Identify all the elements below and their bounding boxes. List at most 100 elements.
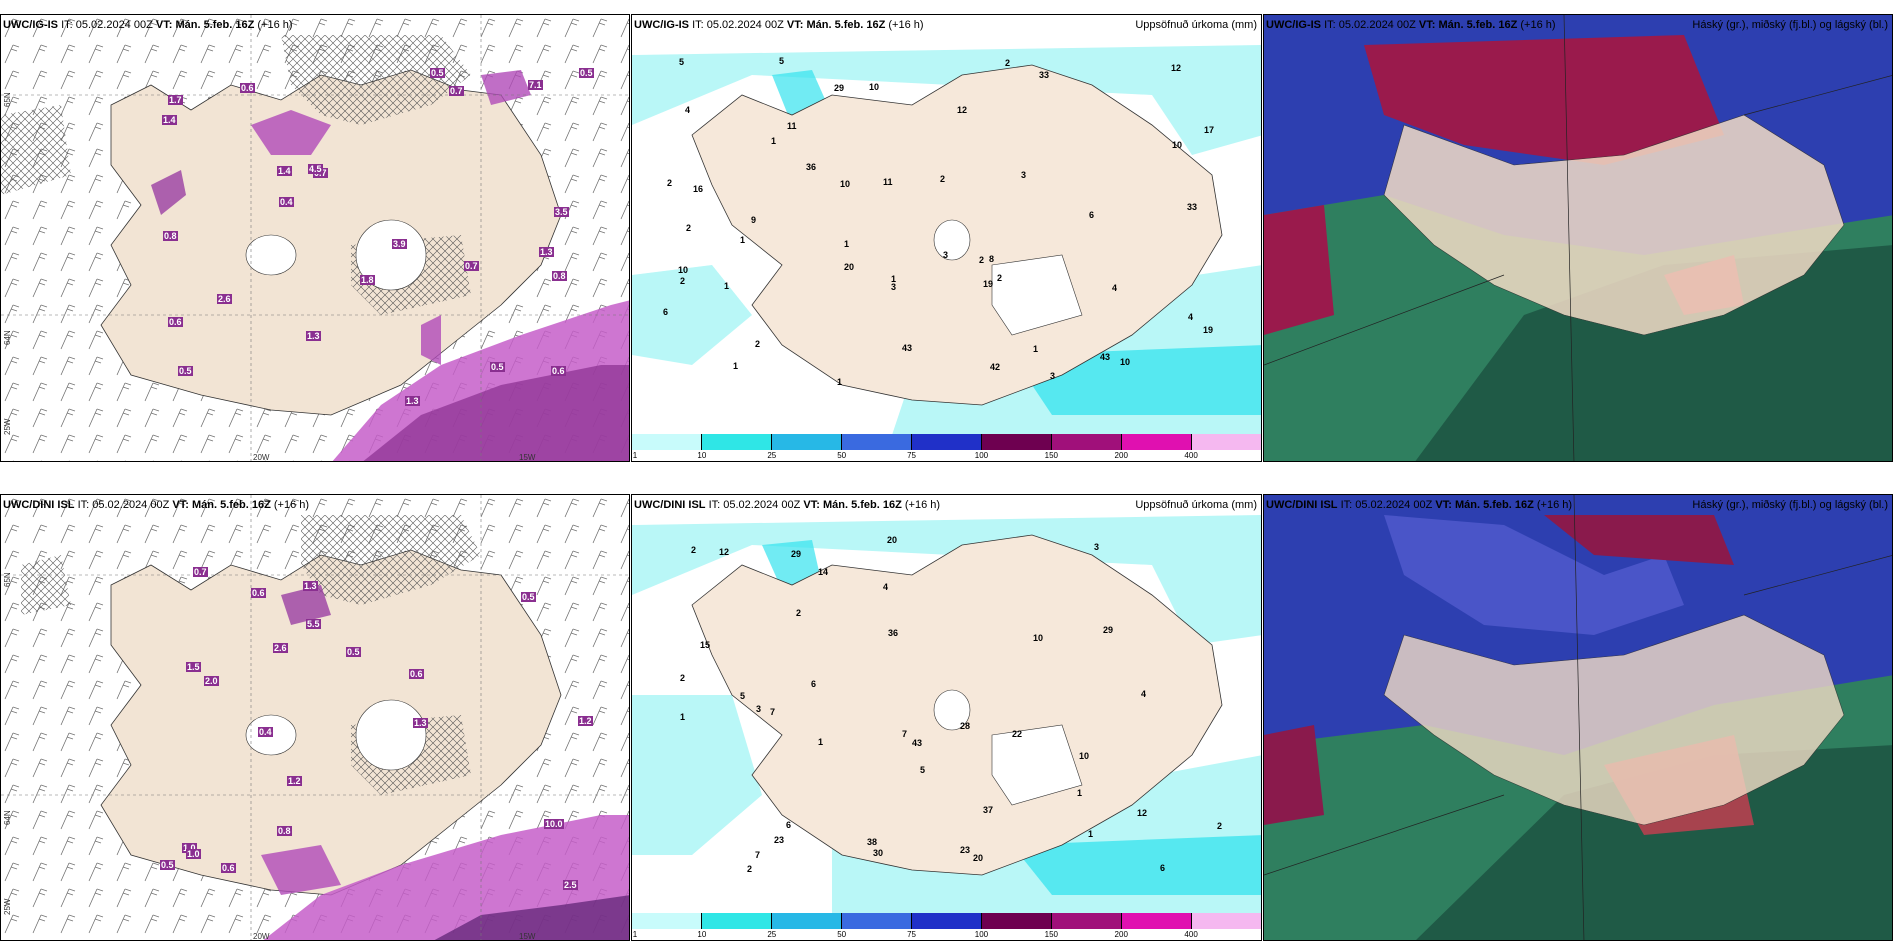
precip-value: 22 [1012, 729, 1023, 739]
precip-value: 3 [756, 704, 762, 714]
precip-value: 23 [774, 835, 785, 845]
precip-value: 2.5 [563, 880, 578, 890]
precip-value: 2 [691, 545, 697, 555]
precip-value: 0.5 [430, 68, 445, 78]
precip-value: 3.9 [392, 239, 407, 249]
precip-value: 0.4 [279, 197, 294, 207]
precip-colorbar: 1 10 25 50 75 100 150 200 400 [632, 434, 1261, 461]
precip-value: 2 [680, 673, 686, 683]
hatched-region [281, 35, 471, 125]
precip-value: 28 [960, 721, 971, 731]
precip-value: 1.4 [277, 166, 292, 176]
precip-value: 1 [733, 361, 739, 371]
precip-value: 37 [983, 805, 994, 815]
precip-value: 3 [891, 282, 897, 292]
precip-value: 17 [1204, 125, 1215, 135]
precip-value: 12 [957, 105, 968, 115]
accumulated-precip-map [632, 15, 1261, 461]
coord-label: 20W [253, 932, 270, 941]
precip-value: 1.3 [539, 247, 554, 257]
precip-value: 1 [837, 377, 843, 387]
precip-value: 3.5 [554, 207, 569, 217]
precip-value: 1 [891, 274, 897, 284]
precip-value: 1 [1033, 344, 1039, 354]
colorbar-tick-label: 100 [974, 451, 989, 460]
precip-value: 0.6 [251, 588, 266, 598]
panel-bottom-left: UWC/DINI ISL IT: 05.02.2024 00Z VT: Mán.… [0, 494, 630, 941]
precip-value: 2 [979, 255, 985, 265]
precip-value: 1 [1077, 788, 1083, 798]
precip-value: 0.8 [163, 231, 178, 241]
colorbar-tick-label: 75 [907, 451, 916, 460]
precip-value: 5 [920, 765, 926, 775]
colorbar-swatch [1192, 434, 1261, 450]
colorbar-swatch [1052, 434, 1122, 450]
panel-header: UWC/DINI ISL IT: 05.02.2024 00Z VT: Mán.… [1266, 499, 1573, 511]
precip-value: 7 [770, 707, 776, 717]
colorbar-swatch [982, 434, 1052, 450]
precip-value: 29 [834, 83, 845, 93]
precip-value: 1 [844, 239, 850, 249]
precip-value: 1 [680, 712, 686, 722]
panel-title: Háský (gr.), miðský (fj.bl.) og lágský (… [1692, 19, 1888, 31]
precip-value: 11 [787, 121, 797, 131]
precip-value: 1.0 [182, 843, 197, 853]
precip-value: 2.6 [273, 643, 288, 653]
precip-value: 10 [1033, 633, 1044, 643]
cloud-cover-map [1264, 15, 1892, 461]
iceland-land [1383, 114, 1845, 336]
coord-label: 25W [3, 898, 12, 915]
colorbar-tick-label: 150 [1044, 451, 1059, 460]
precip-value: 4 [1188, 312, 1194, 322]
precip-value: 10 [869, 82, 880, 92]
precip-value: 1 [1088, 829, 1094, 839]
precip-value: 2.6 [217, 294, 232, 304]
precip-value: 8 [989, 254, 995, 264]
colorbar-swatch [1122, 913, 1192, 929]
accumulated-precip-map [632, 495, 1261, 940]
colorbar-tick-label: 10 [697, 930, 707, 939]
precip-value: 2 [1217, 821, 1223, 831]
coord-label: 65N [3, 92, 12, 107]
precip-value: 10 [840, 179, 851, 189]
precip-value: 6 [1089, 210, 1095, 220]
precip-value: 1.0 [186, 849, 201, 859]
panel-header: UWC/IG-IS IT: 05.02.2024 00Z VT: Mán. 5.… [634, 19, 924, 31]
precip-value: 0.5 [579, 68, 594, 78]
precip-value: 1 [724, 281, 730, 291]
iceland-land [100, 549, 562, 896]
precip-value: 36 [806, 162, 817, 172]
colorbar-swatch [912, 913, 982, 929]
panel-top-middle: UWC/IG-IS IT: 05.02.2024 00Z VT: Mán. 5.… [631, 14, 1262, 462]
precip-value: 6 [663, 307, 669, 317]
colorbar-swatches [632, 434, 1261, 450]
precip-value: 1.3 [413, 718, 428, 728]
precip-value: 3 [1050, 371, 1056, 381]
precip-value: 43 [1100, 352, 1111, 362]
colorbar-swatch [772, 434, 842, 450]
precip-value: 43 [902, 343, 913, 353]
colorbar-tick-label: 25 [767, 451, 777, 460]
precip-value: 4 [685, 105, 691, 115]
precip-value: 1.2 [578, 716, 593, 726]
precip-value: 36 [888, 628, 899, 638]
precip-value: 19 [983, 279, 994, 289]
precip-value: 14 [818, 567, 829, 577]
colorbar-swatch [1122, 434, 1192, 450]
precip-value: 1 [740, 235, 746, 245]
precip-value: 10 [1172, 140, 1183, 150]
precip-value: 0.6 [409, 669, 424, 679]
precip-value: 10 [678, 265, 689, 275]
panel-top-right: UWC/IG-IS IT: 05.02.2024 00Z VT: Mán. 5.… [1263, 14, 1893, 462]
precip-value: 0.4 [258, 727, 273, 737]
precip-value: 2 [680, 276, 686, 286]
colorbar-tick-label: 100 [974, 930, 989, 939]
panel-top-left: UWC/IG-IS IT: 05.02.2024 00Z VT: Mán. 5.… [0, 14, 630, 462]
precip-value: 19 [1203, 325, 1214, 335]
precip-value: 11 [883, 177, 893, 187]
precip-value: 0.7 [464, 261, 479, 271]
panel-header: UWC/IG-IS IT: 05.02.2024 00Z VT: Mán. 5.… [3, 19, 293, 31]
precip-value: 23 [960, 845, 971, 855]
colorbar-tick-label: 1 [632, 451, 638, 460]
precip-colorbar: 1 10 25 50 75 100 150 200 400 [632, 913, 1261, 940]
